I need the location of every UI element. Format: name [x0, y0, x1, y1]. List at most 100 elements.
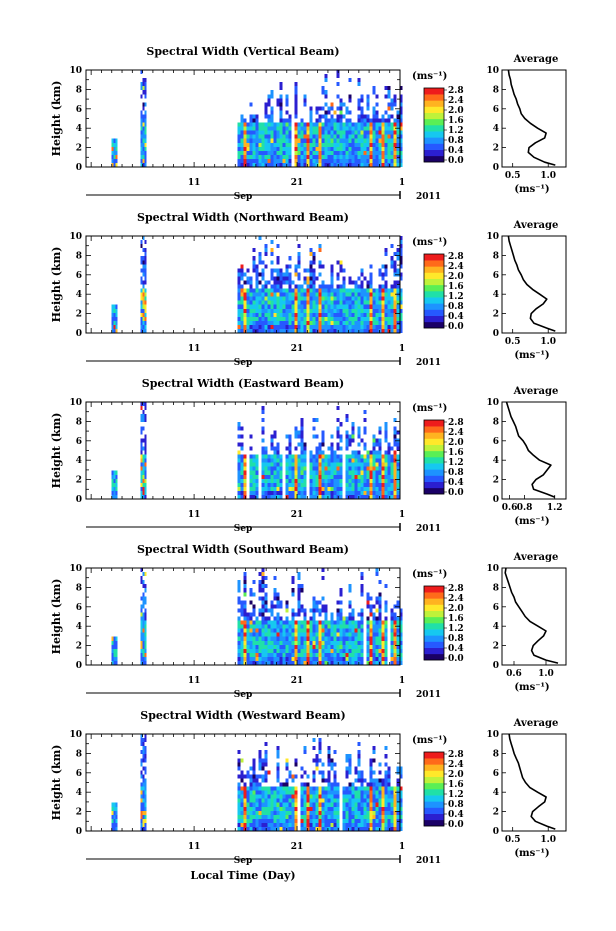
heatmap-cell: [276, 478, 280, 483]
heatmap-cell: [333, 822, 337, 827]
heatmap-cell: [270, 482, 274, 487]
heatmap-cell: [288, 458, 292, 463]
heatmap-cell: [300, 304, 304, 309]
heatmap-cell: [144, 450, 147, 455]
heatmap-cell: [240, 142, 244, 147]
heatmap-cell: [336, 308, 340, 313]
heatmap-cell: [366, 818, 370, 823]
heatmap-cell: [384, 494, 388, 499]
heatmap-cell: [267, 648, 271, 653]
heatmap-cell: [252, 474, 256, 479]
heatmap-cell: [297, 604, 301, 609]
heatmap-cell: [387, 158, 391, 163]
heatmap-cell: [381, 264, 385, 269]
heatmap-cell: [348, 458, 352, 463]
heatmap-cell: [255, 652, 259, 657]
heatmap-cell: [294, 162, 298, 167]
heatmap-cell: [345, 300, 349, 305]
heatmap-cell: [140, 402, 143, 407]
heatmap-cell: [300, 790, 304, 795]
heatmap-cell: [339, 308, 343, 313]
heatmap-cell: [237, 308, 241, 313]
heatmap-cell: [390, 656, 394, 661]
heatmap-cell: [336, 122, 340, 127]
heatmap-cell: [255, 328, 259, 333]
heatmap-cell: [318, 442, 322, 447]
heatmap-cell: [270, 794, 274, 799]
heatmap-cell: [387, 482, 391, 487]
heatmap-cell: [369, 466, 373, 471]
heatmap-cell: [144, 822, 147, 827]
heatmap-cell: [339, 118, 343, 123]
heatmap-cell: [276, 616, 280, 621]
heatmap-cell: [249, 466, 253, 471]
heatmap-cell: [366, 138, 370, 143]
heatmap-cell: [261, 316, 265, 321]
colorbar-swatch: [424, 118, 444, 126]
heatmap-cell: [390, 660, 394, 665]
heatmap-cell: [303, 316, 307, 321]
heatmap-cell: [258, 162, 262, 167]
heatmap-cell: [303, 608, 307, 613]
heatmap-cell: [291, 774, 295, 779]
heatmap-cell: [264, 466, 268, 471]
heatmap-cell: [144, 636, 147, 641]
heatmap-cell: [264, 308, 268, 313]
heatmap-cell: [390, 288, 394, 293]
colorbar-swatch: [424, 629, 444, 636]
heatmap-cell: [243, 316, 247, 321]
heatmap-cell: [297, 490, 301, 495]
heatmap-cell: [390, 446, 394, 451]
heatmap-cell: [348, 296, 352, 301]
heatmap-cell: [330, 268, 334, 273]
heatmap-cell: [285, 616, 289, 621]
heatmap-cell: [258, 624, 262, 629]
heatmap-cell: [140, 652, 143, 657]
heatmap-cell: [381, 324, 385, 329]
heatmap-cell: [360, 466, 364, 471]
heatmap-cell: [273, 806, 277, 811]
heatmap-cell: [252, 758, 256, 763]
heatmap-cell: [387, 138, 391, 143]
heatmap-cell: [142, 122, 145, 127]
heatmap-cell: [282, 272, 286, 277]
heatmap-cell: [390, 482, 394, 487]
heatmap-cell: [282, 288, 286, 293]
heatmap-cell: [369, 130, 373, 135]
heatmap-cell: [366, 98, 370, 103]
heatmap-cell: [339, 106, 343, 111]
heatmap-cell: [288, 462, 292, 467]
heatmap-cell: [318, 750, 322, 755]
heatmap-cell: [390, 256, 394, 261]
panel-title: Spectral Width (Northward Beam): [137, 211, 349, 224]
heatmap-cell: [237, 162, 241, 167]
heatmap-cell: [261, 576, 265, 581]
heatmap-cell: [384, 150, 388, 155]
heatmap-cell: [111, 138, 114, 143]
heatmap-cell: [333, 652, 337, 657]
heatmap-cell: [333, 490, 337, 495]
heatmap-cell: [354, 308, 358, 313]
heatmap-cell: [309, 624, 313, 629]
heatmap-cell: [261, 296, 265, 301]
heatmap-cell: [330, 616, 334, 621]
heatmap-cell: [360, 138, 364, 143]
heatmap-cell: [264, 134, 268, 139]
heatmap-cell: [363, 276, 367, 281]
heatmap-cell: [366, 798, 370, 803]
avg-profile-line: [507, 235, 556, 332]
heatmap-cell: [360, 154, 364, 159]
heatmap-cell: [333, 628, 337, 633]
heatmap-cell: [324, 126, 328, 131]
heatmap-cell: [285, 102, 289, 107]
heatmap-cell: [339, 656, 343, 661]
heatmap-cell: [291, 644, 295, 649]
heatmap-cell: [144, 162, 147, 167]
heatmap-cell: [142, 750, 145, 755]
heatmap-cell: [372, 118, 376, 123]
heatmap-cell: [345, 146, 349, 151]
heatmap-cell: [255, 810, 259, 815]
heatmap-cell: [360, 150, 364, 155]
heatmap-cell: [140, 568, 143, 573]
heatmap-cell: [348, 442, 352, 447]
